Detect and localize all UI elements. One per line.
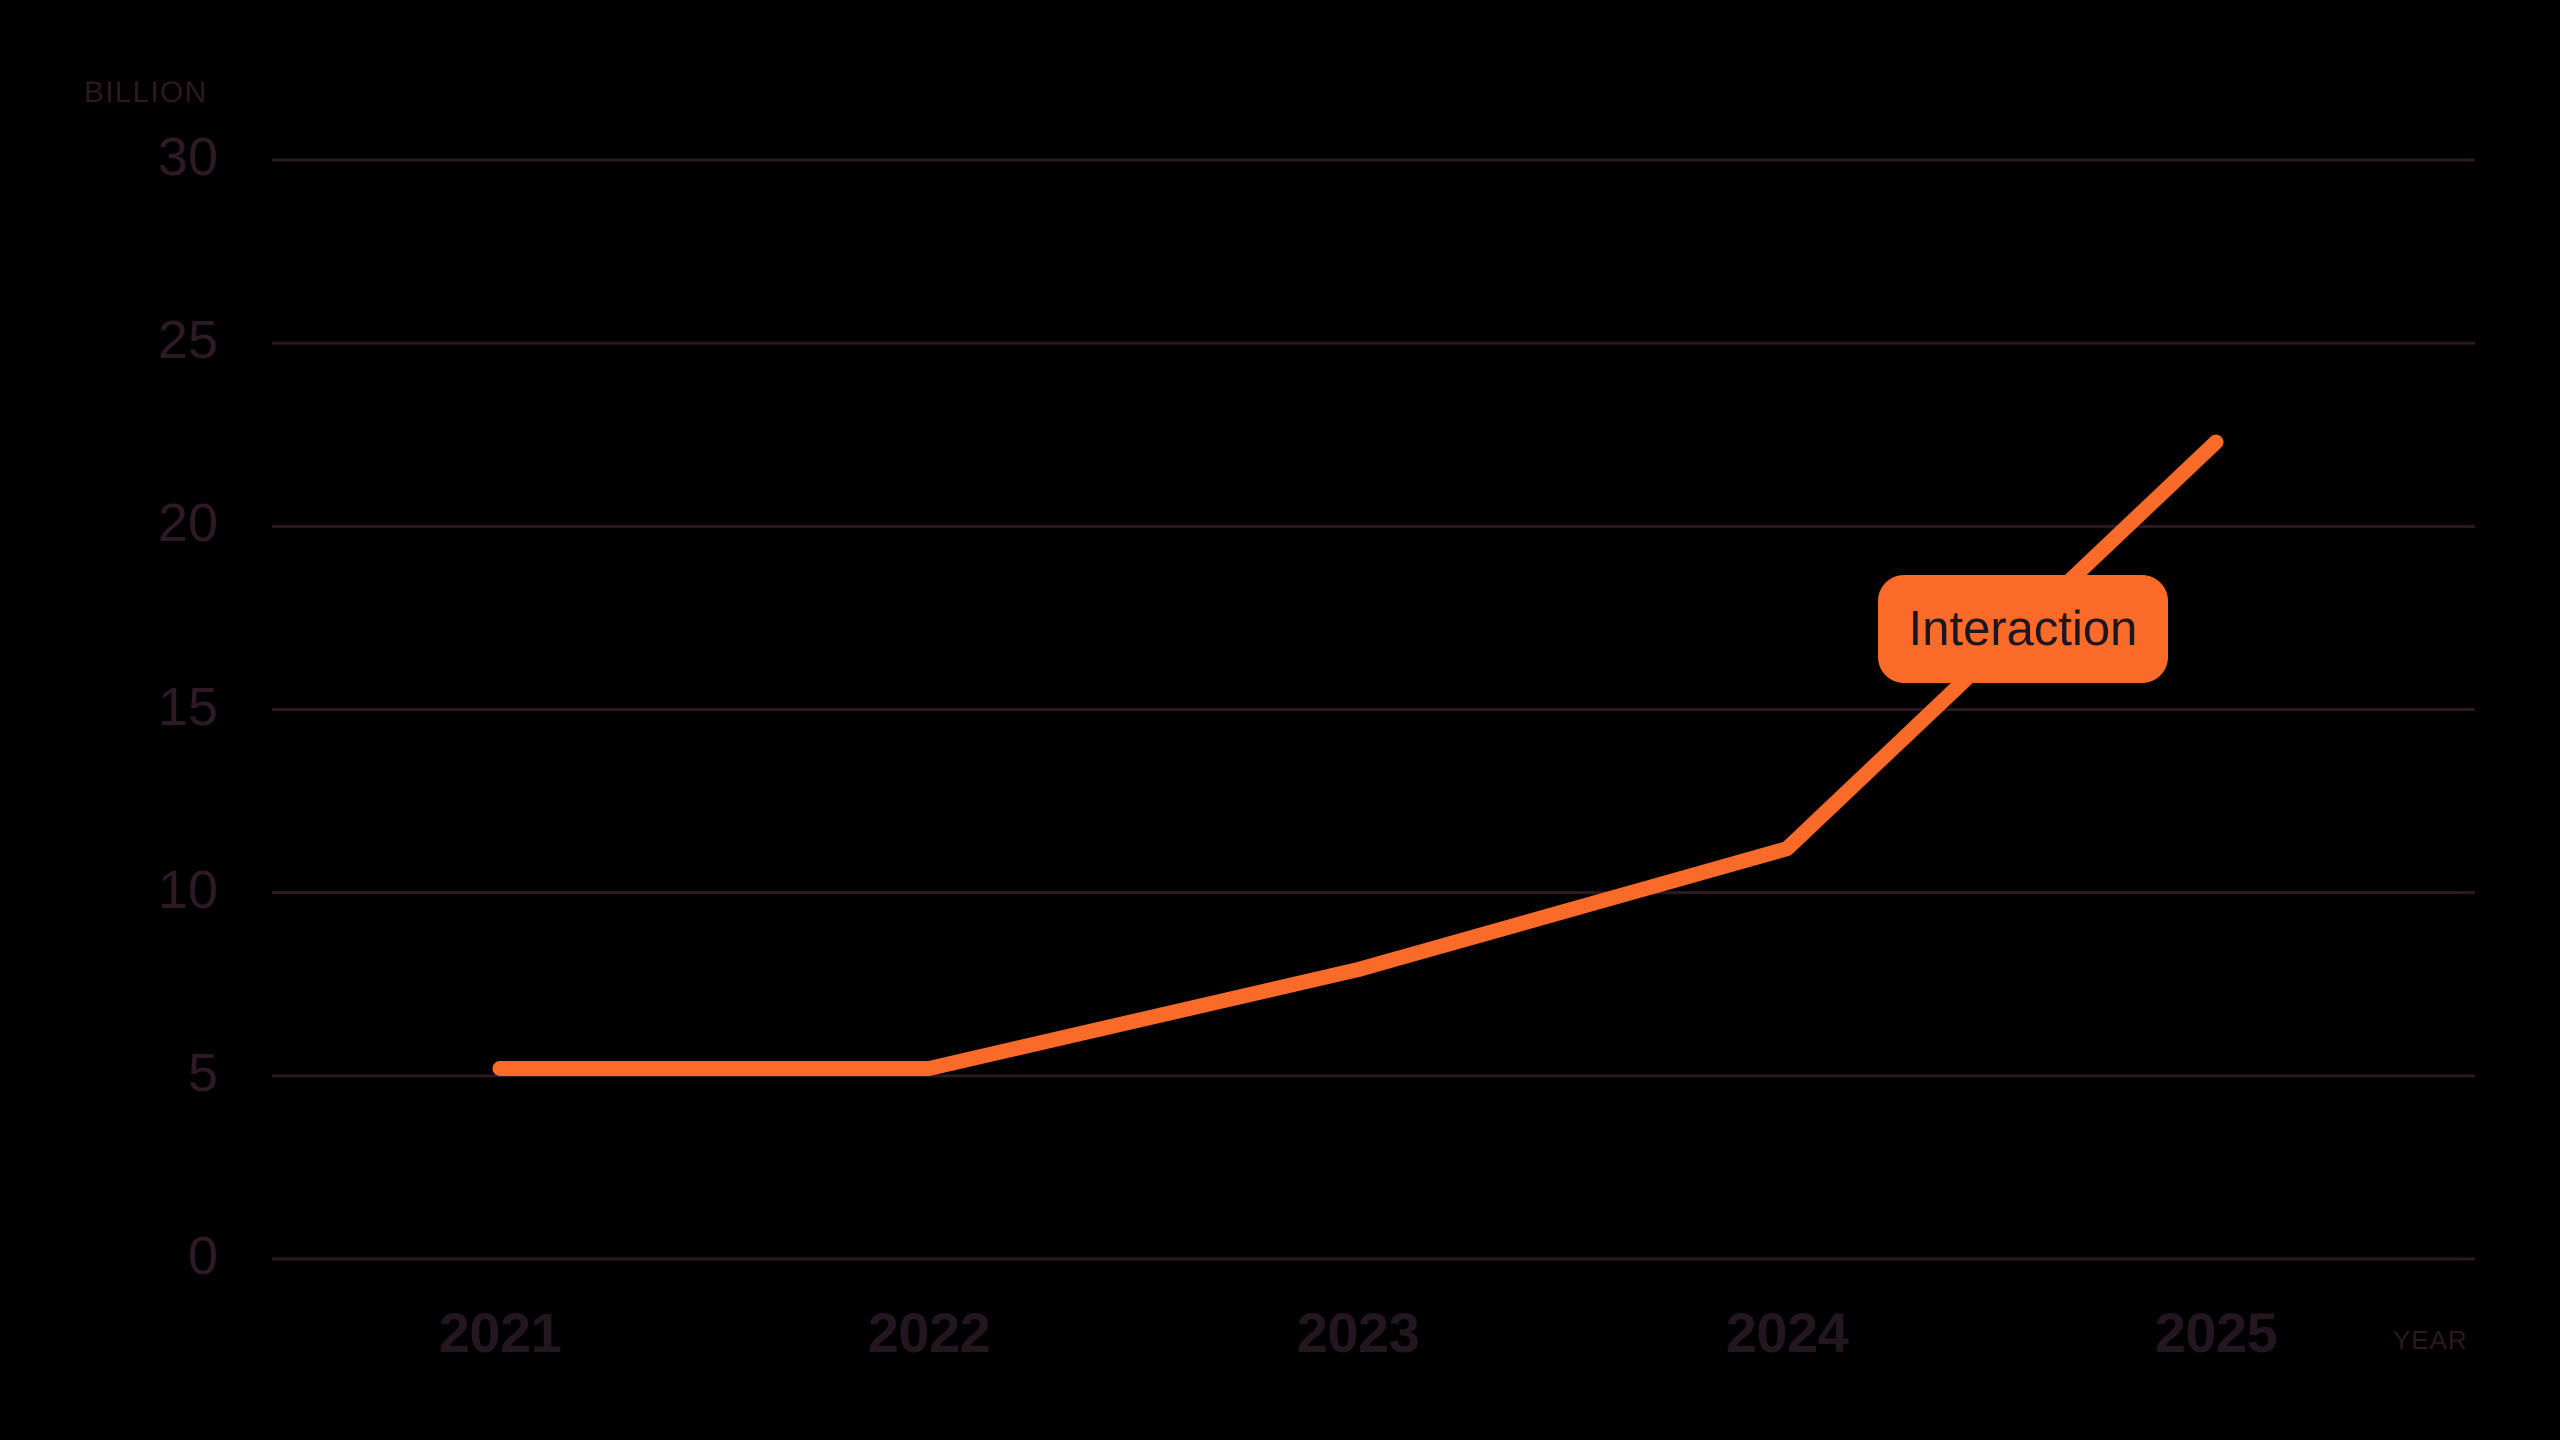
y-tick-label-30: 30 [157, 127, 218, 187]
x-tick-label-2023: 2023 [1296, 1301, 1420, 1364]
y-tick-label-5: 5 [187, 1042, 218, 1103]
y-tick-label-10: 10 [157, 859, 218, 920]
y-tick-label-25: 25 [157, 310, 218, 371]
x-tick-label-2021: 2021 [438, 1301, 562, 1364]
y-tick-label-20: 20 [157, 493, 218, 554]
y-tick-label-15: 15 [157, 676, 218, 737]
y-axis-unit-label: BILLION [84, 76, 208, 109]
x-tick-label-2024: 2024 [1725, 1301, 1849, 1364]
tooltip-label: Interaction [1908, 602, 2138, 656]
x-axis-unit-label: YEAR [2393, 1325, 2468, 1355]
data-line-interaction [492, 434, 2224, 1076]
x-tick-label-2022: 2022 [867, 1301, 991, 1364]
gridlines [272, 158, 2475, 1261]
x-tick-label-2025: 2025 [2154, 1301, 2278, 1364]
tooltip-interaction[interactable]: Interaction [1878, 575, 2168, 683]
y-tick-label-0: 0 [187, 1226, 218, 1286]
